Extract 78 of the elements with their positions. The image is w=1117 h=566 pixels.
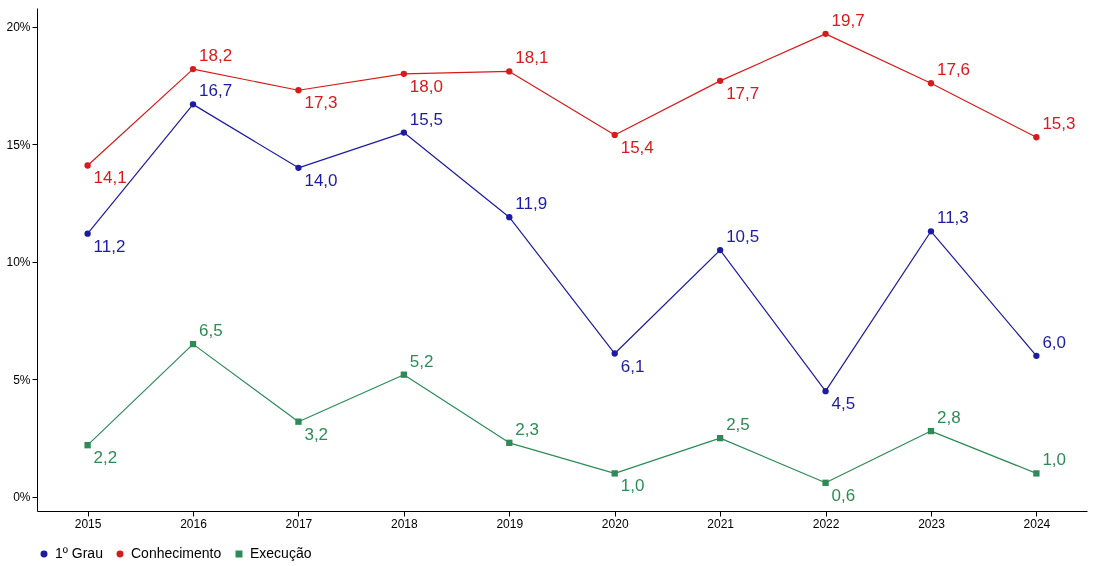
point [84,442,91,449]
data-label: 4,5 [831,394,856,414]
data-label: 6,5 [199,321,223,341]
point [295,418,302,425]
data-label: 15,3 [1042,114,1076,134]
x-tick-label: 2024 [1023,516,1051,531]
point [189,340,197,348]
point [295,87,302,94]
point [716,246,724,254]
data-label: 2,3 [515,419,539,439]
point [506,439,513,446]
point [1033,134,1040,141]
data-label: 15,4 [620,137,654,157]
data-label: 11,9 [515,194,548,214]
legend-label: Conhecimento [131,545,222,561]
data-label: 1,0 [1042,450,1067,470]
point [506,214,513,221]
data-label: 0,6 [831,485,856,505]
point [506,68,513,75]
point [822,387,829,395]
data-label: 18,0 [409,76,443,96]
data-label: 10,5 [726,227,760,247]
x-tick-label: 2018 [391,516,419,531]
legend-label: Execução [250,545,312,561]
legend-label: 1º Grau [55,545,103,561]
data-label: 6,1 [620,356,645,376]
x-tick-label: 2022 [812,516,840,531]
x-tick-label: 2015 [74,516,102,531]
point [822,30,829,38]
data-label: 11,3 [936,208,969,228]
point [822,479,829,486]
point [1033,352,1040,360]
data-label: 2,2 [93,448,118,468]
x-tick-label: 2023 [918,516,946,531]
data-label: 5,2 [409,351,434,371]
x-tick-label: 2016 [180,516,208,531]
point [611,470,618,477]
data-label: 17,7 [726,83,760,103]
point [927,80,935,87]
data-label: 15,5 [409,109,443,129]
point [400,70,408,77]
point [927,228,935,235]
point [84,230,91,237]
x-tick-label: 2019 [496,516,524,531]
data-label: 17,3 [304,93,338,113]
x-tick-label: 2021 [707,516,735,531]
point [400,129,408,136]
point [611,350,618,357]
data-label: 16,7 [199,81,233,101]
data-label: 1,0 [620,476,645,496]
data-label: 2,8 [936,408,961,428]
y-tick-label: 10% [6,255,31,270]
data-label: 3,2 [304,424,329,444]
data-label: 14,0 [304,170,338,190]
data-label: 2,5 [726,415,750,435]
data-label: 6,0 [1042,332,1067,352]
point [1033,470,1040,477]
point [927,427,935,435]
data-label: 19,7 [831,10,865,30]
point [84,162,91,169]
data-label: 18,1 [515,48,549,68]
data-label: 17,6 [936,60,971,80]
point [189,65,197,73]
y-tick-label: 5% [13,372,31,387]
point [189,101,197,108]
point [716,434,724,442]
y-tick-label: 20% [6,20,31,35]
data-label: 11,2 [93,236,126,256]
point [611,131,618,139]
point [716,77,724,85]
point [295,164,302,171]
data-label: 18,2 [199,46,233,66]
x-tick-label: 2020 [601,516,629,531]
x-tick-label: 2017 [285,516,313,531]
y-tick-label: 15% [6,137,31,152]
point [400,371,408,378]
data-label: 14,1 [93,168,127,188]
y-tick-label: 0% [13,490,31,505]
